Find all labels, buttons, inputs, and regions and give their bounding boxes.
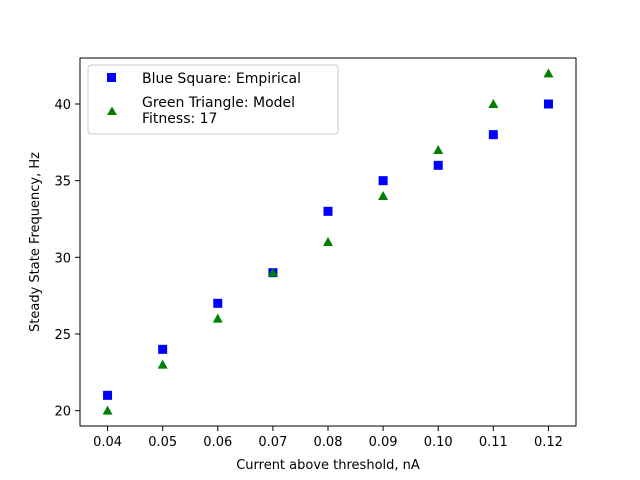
- legend-marker-model: [107, 106, 117, 115]
- y-tick-label: 35: [54, 175, 71, 190]
- model-point: [543, 68, 554, 78]
- empirical-point: [433, 160, 443, 170]
- model-point: [212, 313, 223, 323]
- legend-box: [87, 64, 339, 135]
- legend-label-empirical: Blue Square: Empirical: [142, 71, 301, 87]
- legend: Blue Square: Empirical Green Triangle: M…: [87, 64, 339, 135]
- x-tick-label: 0.07: [258, 435, 287, 450]
- x-tick-label: 0.04: [93, 435, 122, 450]
- model-point: [488, 99, 499, 108]
- x-tick-label: 0.11: [479, 435, 508, 450]
- empirical-point: [378, 176, 388, 186]
- legend-label-model: Green Triangle: Model: [142, 95, 295, 111]
- x-tick-label: 0.06: [203, 435, 232, 450]
- empirical-point: [543, 99, 553, 109]
- x-tick-label: 0.08: [314, 435, 343, 450]
- empirical-point: [213, 298, 223, 308]
- x-axis-label: Current above threshold, nA: [236, 458, 420, 473]
- y-tick-label: 25: [54, 328, 71, 343]
- model-point: [157, 359, 168, 369]
- legend-label-fitness: Fitness: 17: [142, 111, 217, 127]
- model-point: [323, 237, 333, 246]
- empirical-point: [103, 390, 113, 400]
- empirical-point: [323, 206, 333, 216]
- model-point: [433, 145, 444, 154]
- x-tick-label: 0.10: [424, 435, 453, 450]
- y-tick-label: 20: [54, 405, 71, 420]
- x-tick-label: 0.12: [534, 435, 563, 450]
- x-tick-label: 0.09: [369, 435, 398, 450]
- empirical-point: [488, 130, 498, 140]
- y-tick-label: 30: [54, 251, 71, 266]
- model-point: [102, 405, 113, 415]
- model-point: [267, 267, 278, 277]
- y-axis: 20 25 30 35 40: [54, 98, 80, 420]
- legend-marker-empirical: [107, 73, 116, 82]
- y-tick-label: 40: [54, 98, 71, 113]
- data-points: [102, 68, 554, 415]
- x-axis: 0.04 0.05 0.06 0.07 0.08 0.09 0.10 0.11 0.12: [93, 426, 563, 450]
- x-tick-label: 0.05: [148, 435, 177, 450]
- model-point: [378, 191, 389, 200]
- empirical-point: [158, 344, 168, 354]
- y-axis-label: Steady State Frequency, Hz: [28, 152, 43, 332]
